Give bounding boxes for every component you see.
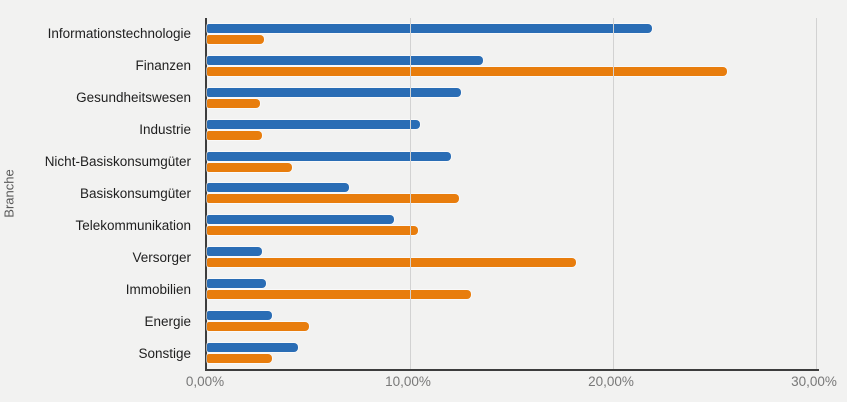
bar-series-1-blue: [207, 279, 266, 289]
bar-series-2-orange: [207, 98, 260, 108]
bar-series-1-blue: [207, 215, 394, 225]
bar-rows: [207, 18, 816, 369]
category-label: Nicht-Basiskonsumgüter: [44, 154, 191, 170]
category-label: Telekommunikation: [75, 217, 191, 233]
category-label: Energie: [144, 313, 191, 329]
bar-group: [207, 82, 816, 114]
bar-series-2-orange: [207, 34, 264, 44]
category-label: Finanzen: [135, 58, 191, 74]
category-label: Sonstige: [138, 345, 191, 361]
bar-series-2-orange: [207, 290, 471, 300]
bar-series-2-orange: [207, 258, 577, 268]
bar-series-1-blue: [207, 119, 421, 129]
category-label: Basiskonsumgüter: [79, 185, 191, 201]
bar-group: [207, 178, 816, 210]
bar-series-2-orange: [207, 130, 262, 140]
bar-series-1-blue: [207, 343, 299, 353]
x-axis-tick-labels: 0,00% 10,00% 20,00% 30,00%: [186, 374, 837, 392]
x-tick-label: 0,00%: [185, 374, 225, 389]
bar-group: [207, 305, 816, 337]
bar-series-2-orange: [207, 66, 727, 76]
category-label: Informationstechnologie: [47, 26, 191, 42]
bar-series-1-blue: [207, 23, 652, 33]
bar-series-1-blue: [207, 311, 272, 321]
bar-group: [207, 18, 816, 50]
bar-series-2-orange: [207, 194, 459, 204]
bar-group: [207, 241, 816, 273]
x-tick-label: 30,00%: [791, 374, 837, 389]
bar-series-1-blue: [207, 87, 461, 97]
gridline: [613, 18, 614, 369]
gridline: [410, 18, 411, 369]
plot-area: [205, 18, 819, 371]
bar-series-1-blue: [207, 151, 451, 161]
bar-series-1-blue: [207, 247, 262, 257]
gridline: [816, 18, 817, 369]
bar-group: [207, 209, 816, 241]
category-axis-labels: Informationstechnologie Finanzen Gesundhei…: [0, 18, 198, 369]
bar-group: [207, 50, 816, 82]
category-label: Versorger: [132, 249, 191, 265]
x-tick-label: 20,00%: [588, 374, 634, 389]
bar-series-2-orange: [207, 162, 293, 172]
bar-series-1-blue: [207, 55, 484, 65]
category-label: Immobilien: [125, 281, 191, 297]
bar-group: [207, 114, 816, 146]
bar-series-2-orange: [207, 226, 419, 236]
bar-group: [207, 146, 816, 178]
bar-series-2-orange: [207, 354, 272, 364]
bar-group: [207, 337, 816, 369]
category-label: Gesundheitswesen: [76, 90, 191, 106]
x-tick-label: 10,00%: [385, 374, 431, 389]
plot-scale-region: [207, 18, 817, 369]
bar-series-2-orange: [207, 322, 309, 332]
bar-series-1-blue: [207, 183, 350, 193]
bar-group: [207, 273, 816, 305]
category-label: Industrie: [139, 122, 191, 138]
